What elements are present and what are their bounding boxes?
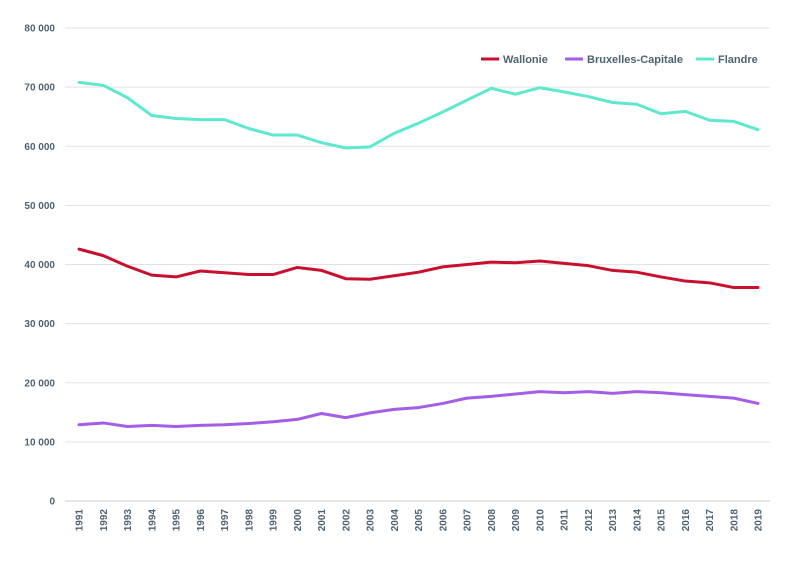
x-tick-label: 2019 [754,509,765,532]
x-tick-label: 2003 [366,509,377,532]
x-tick-label: 2012 [584,509,595,532]
y-axis-ticks: 0 10 000 20 000 30 000 40 000 50 000 60 000 70 … [24,24,55,508]
x-tick-label: 1998 [244,509,255,532]
x-tick-label: 2011 [560,509,571,531]
x-tick-label: 1996 [196,509,207,532]
gridlines [65,27,770,502]
legend: Wallonie Bruxelles-Capitale Flandre [481,54,758,66]
y-tick-label: 80 000 [24,24,55,35]
series-line-wallonie [77,247,760,290]
x-tick-label: 2015 [657,509,668,532]
y-tick-label: 20 000 [24,378,55,389]
y-tick-label: 40 000 [24,260,55,271]
x-tick-label: 1994 [147,509,158,532]
x-tick-label: 2016 [681,509,692,532]
x-tick-label: 2000 [293,509,304,532]
y-tick-label: 60 000 [24,142,55,153]
x-tick-label: 2007 [463,509,474,532]
x-tick-label: 2004 [390,509,401,532]
x-tick-label: 2013 [608,509,619,532]
legend-label: Wallonie [503,54,548,66]
series-lines [77,80,760,428]
series-line-bruxelles-capitale [77,390,760,428]
y-tick-label: 50 000 [24,201,55,212]
x-tick-label: 2014 [632,509,643,532]
y-tick-label: 0 [49,497,55,508]
x-tick-label: 1999 [269,509,280,532]
x-tick-label: 1991 [75,509,86,532]
legend-label: Bruxelles-Capitale [587,54,683,66]
x-tick-label: 2001 [317,509,328,532]
y-tick-label: 30 000 [24,319,55,330]
y-tick-label: 70 000 [24,83,55,94]
x-tick-label: 2002 [341,509,352,532]
x-tick-label: 2008 [487,509,498,532]
x-tick-label: 2009 [511,509,522,532]
x-tick-label: 1992 [99,509,110,532]
x-tick-label: 2005 [414,509,425,532]
x-tick-label: 2017 [705,509,716,532]
y-tick-label: 10 000 [24,437,55,448]
series-line-flandre [77,80,760,150]
x-tick-label: 1995 [172,509,183,532]
x-tick-label: 1997 [220,509,231,532]
legend-label: Flandre [718,54,758,66]
x-tick-label: 1993 [123,509,134,532]
x-axis-ticks: 1991 1992 1993 1994 1995 1996 1997 1998 1999 2000… [75,509,765,532]
x-tick-label: 2018 [729,509,740,532]
x-tick-label: 2006 [438,509,449,532]
x-tick-label: 2010 [535,509,546,532]
